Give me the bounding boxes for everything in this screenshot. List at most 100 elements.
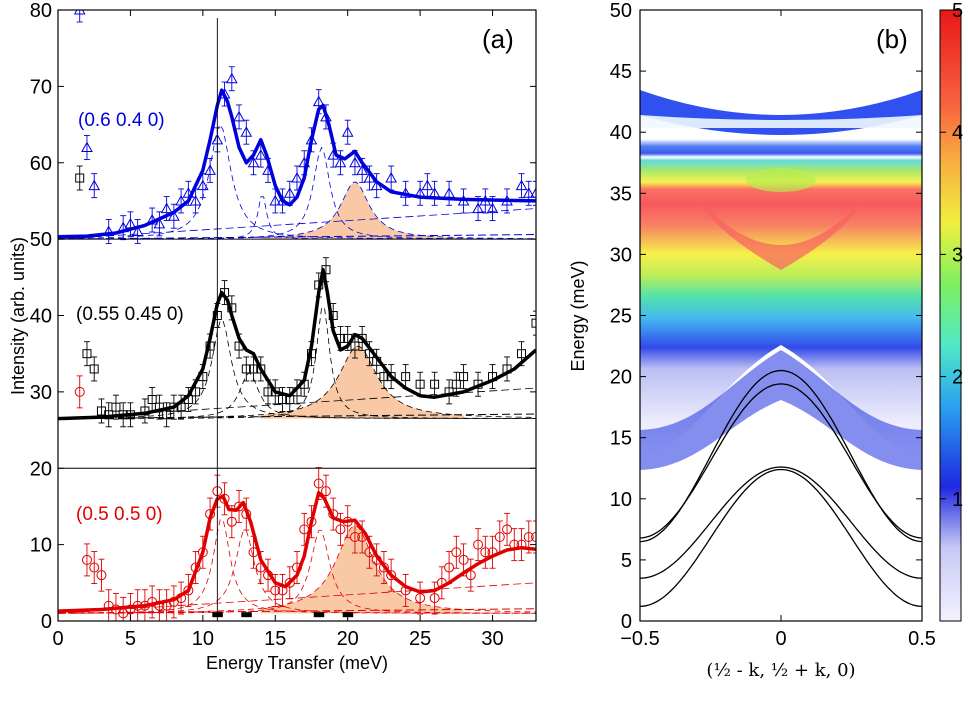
component-curve [58, 123, 536, 240]
data-point [444, 562, 455, 573]
data-point [335, 524, 346, 535]
data-point [313, 478, 324, 489]
y-tick-label: 45 [610, 61, 632, 83]
component-curve [58, 307, 536, 419]
data-point [451, 547, 462, 558]
data-point [502, 524, 513, 535]
colorbar-tick-label: 3 [952, 244, 963, 266]
fit-curve [58, 490, 536, 613]
data-point [349, 531, 360, 542]
data-point [254, 149, 267, 160]
panel-b-dispersion-lines [640, 369, 922, 607]
data-point [240, 126, 253, 137]
data-point [523, 531, 534, 542]
data-point [283, 187, 296, 198]
data-point [517, 349, 527, 359]
resolution-bar [241, 612, 252, 618]
fit-curve [58, 267, 536, 421]
data-point [458, 554, 469, 565]
data-point [247, 156, 260, 168]
data-point [111, 402, 121, 412]
y-tick-label: 50 [30, 229, 52, 251]
data-point [320, 486, 331, 497]
x-tick-label: 0 [52, 628, 63, 650]
data-point [421, 179, 434, 191]
component-curve [58, 530, 536, 614]
data-point [73, 10, 86, 15]
data-point [96, 570, 107, 581]
data-point [379, 372, 389, 382]
data-point [530, 187, 536, 198]
resolution-bar [342, 612, 354, 618]
data-point [204, 164, 216, 175]
data-point [531, 531, 536, 542]
series-label-blue: (0.6 0.4 0) [78, 110, 165, 131]
panel-a-xlabel: Energy Transfer (meV) [206, 653, 388, 673]
colorbar-ticks: 1 2 3 4 5 [940, 0, 963, 511]
component-curve [58, 525, 536, 614]
data-point [515, 179, 528, 191]
data-point [291, 171, 303, 183]
panel-a-fit-curves [58, 88, 536, 613]
series-label-red: (0.5 0.5 0) [76, 504, 163, 525]
y-tick-label: 70 [30, 76, 52, 98]
panel-a-ticks: 0 5 10 15 20 25 30 0 10 20 30 40 50 60 70 80 [30, 0, 536, 650]
y-tick-label: 50 [610, 0, 632, 22]
resolution-bar [212, 612, 223, 618]
x-tick-label: 5 [125, 628, 136, 650]
y-tick-label: 20 [30, 458, 52, 480]
panel-b-heatmap [640, 10, 922, 621]
data-point [131, 225, 144, 236]
resolution-bar [313, 612, 325, 618]
y-tick-label: 35 [610, 183, 632, 205]
data-point [349, 156, 361, 168]
colorbar-tick-label: 1 [952, 489, 963, 511]
data-point [269, 194, 282, 206]
dispersion-line [640, 383, 922, 539]
y-tick-label: 5 [621, 550, 632, 572]
y-tick-label: 0 [41, 611, 52, 633]
panel-b-label: (b) [876, 24, 908, 54]
data-point [356, 164, 369, 175]
y-tick-label: 15 [610, 428, 632, 450]
data-point [494, 531, 505, 542]
y-tick-label: 40 [610, 122, 632, 144]
data-point [270, 585, 281, 596]
data-point [284, 577, 295, 588]
x-tick-label: 30 [481, 628, 503, 650]
data-point [196, 179, 209, 191]
shaded-peak [260, 181, 464, 240]
data-point [486, 202, 499, 214]
data-point [350, 341, 360, 351]
y-tick-label: 10 [610, 489, 632, 511]
colorbar-tick-label: 2 [952, 367, 963, 389]
data-point [189, 194, 202, 206]
data-point [82, 349, 92, 359]
x-tick-label: 15 [264, 628, 286, 650]
y-tick-label: 80 [30, 0, 52, 22]
data-point [88, 179, 101, 191]
data-point [357, 333, 367, 343]
fit-curve [58, 88, 536, 239]
data-point [473, 539, 484, 550]
component-curve [58, 146, 536, 240]
dispersion-line [640, 466, 922, 579]
data-point [249, 364, 259, 374]
data-point [334, 156, 347, 168]
data-point [531, 318, 536, 328]
data-point [451, 379, 461, 389]
data-point [160, 202, 173, 214]
data-point [89, 562, 100, 573]
panel-a-label: (a) [482, 24, 514, 54]
data-point [225, 72, 238, 84]
y-tick-label: 60 [30, 153, 52, 175]
data-point [241, 364, 251, 374]
y-tick-label: 0 [621, 611, 632, 633]
data-point [386, 570, 397, 581]
y-tick-label: 30 [30, 382, 52, 404]
data-point [401, 372, 411, 382]
x-tick-label: −0.5 [620, 628, 659, 650]
